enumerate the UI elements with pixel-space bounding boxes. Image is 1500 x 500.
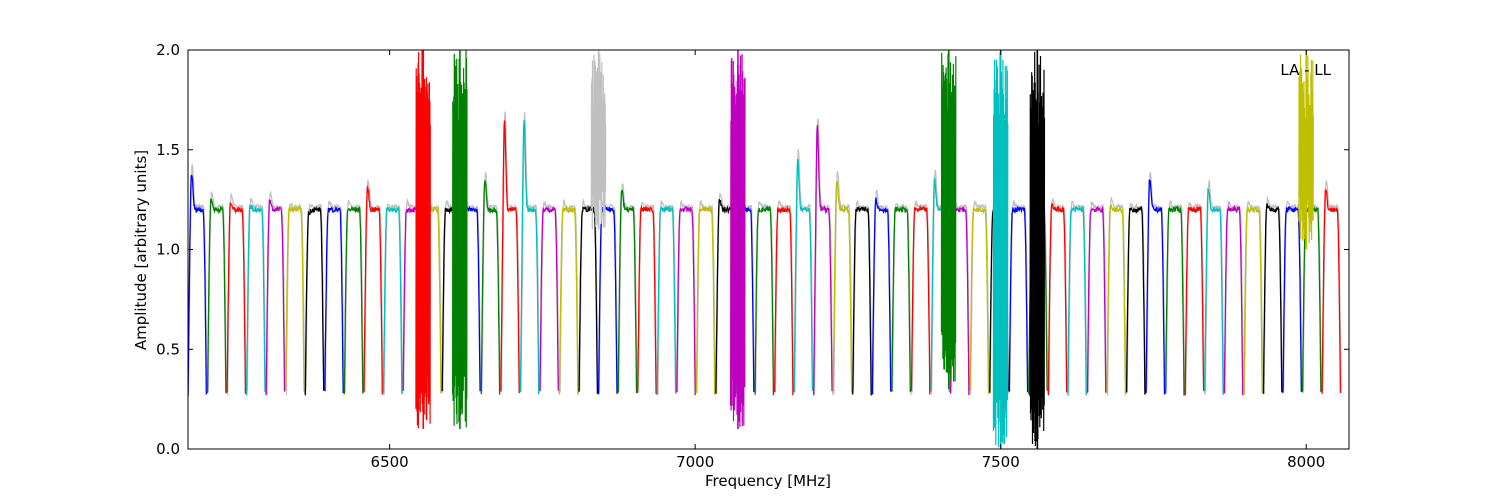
channel-trace xyxy=(343,205,364,395)
channel-trace xyxy=(539,206,559,391)
y-tick-label: 2.0 xyxy=(156,41,180,59)
channel-trace xyxy=(519,119,540,395)
y-axis-label: Amplitude [arbitrary units] xyxy=(132,150,150,350)
background-trace xyxy=(1243,200,1264,394)
background-trace xyxy=(324,199,345,396)
x-tick-label: 7500 xyxy=(982,453,1020,471)
channel-trace xyxy=(304,205,325,396)
channel-trace xyxy=(1047,202,1068,396)
channel-trace xyxy=(754,205,775,396)
channel-trace xyxy=(793,158,814,393)
channel-trace xyxy=(188,174,207,396)
channel-trace xyxy=(871,197,892,395)
series-layer xyxy=(188,50,1342,449)
channel-trace xyxy=(1282,205,1302,393)
channel-trace xyxy=(813,125,833,396)
channel-trace xyxy=(695,205,716,395)
x-axis-label: Frequency [MHz] xyxy=(705,472,831,490)
channel-trace xyxy=(363,184,383,395)
background-trace xyxy=(1126,202,1147,394)
channel-trace xyxy=(910,205,931,395)
channel-trace xyxy=(676,206,696,396)
channel-trace xyxy=(832,180,853,393)
channel-trace xyxy=(1067,205,1087,396)
channel-trace xyxy=(891,205,911,393)
channel-trace xyxy=(206,198,227,394)
channel-trace xyxy=(1204,187,1224,395)
background-trace xyxy=(833,171,853,396)
x-tick-label: 7000 xyxy=(676,453,714,471)
channel-trace xyxy=(1243,205,1263,396)
background-trace xyxy=(1185,202,1205,395)
y-tick-label: 0.0 xyxy=(156,440,180,458)
channel-trace xyxy=(1223,204,1244,396)
channel-trace xyxy=(1165,205,1185,396)
channel-trace xyxy=(852,205,872,396)
channel-trace xyxy=(656,205,677,395)
channel-trace xyxy=(1106,204,1127,395)
channel-trace xyxy=(969,207,990,395)
background-trace xyxy=(1263,196,1283,395)
background-trace xyxy=(266,191,286,395)
channel-trace xyxy=(226,201,247,394)
annotation-label: LA - LL xyxy=(1280,61,1331,79)
background-trace xyxy=(676,200,697,394)
background-trace xyxy=(774,200,795,393)
x-tick-label: 6500 xyxy=(371,453,409,471)
channel-trace xyxy=(265,199,286,396)
background-trace xyxy=(305,202,325,391)
channel-trace xyxy=(617,189,638,394)
background-trace xyxy=(207,191,228,392)
channel-trace xyxy=(382,206,403,395)
channel-trace xyxy=(1086,206,1107,393)
background-trace xyxy=(540,200,560,393)
background-trace xyxy=(696,199,716,393)
tick-layer: 6500 7000 7500 8000 0.0 0.5 1.0 1.5 2.0 xyxy=(156,41,1349,471)
channel-trace xyxy=(558,205,579,396)
background-trace xyxy=(618,183,638,392)
channel-trace xyxy=(246,204,266,396)
channel-trace xyxy=(773,205,794,396)
y-tick-label: 1.0 xyxy=(156,241,180,259)
channel-trace xyxy=(637,204,657,395)
channel-trace xyxy=(1125,205,1146,395)
y-tick-label: 0.5 xyxy=(156,340,180,358)
channel-trace xyxy=(500,120,520,394)
channel-trace xyxy=(1008,205,1029,393)
channel-trace xyxy=(578,205,599,394)
channel-trace xyxy=(1184,205,1205,396)
channel-trace xyxy=(480,180,501,395)
channel-trace xyxy=(1321,189,1342,394)
channel-trace xyxy=(285,205,305,392)
channel-trace xyxy=(324,206,344,394)
background-trace xyxy=(481,171,501,393)
channel-trace xyxy=(1262,203,1283,394)
x-tick-label: 8000 xyxy=(1287,453,1325,471)
background-trace xyxy=(188,164,208,396)
y-tick-label: 1.5 xyxy=(156,141,180,159)
channel-trace xyxy=(1145,179,1166,395)
background-trace xyxy=(383,203,404,396)
